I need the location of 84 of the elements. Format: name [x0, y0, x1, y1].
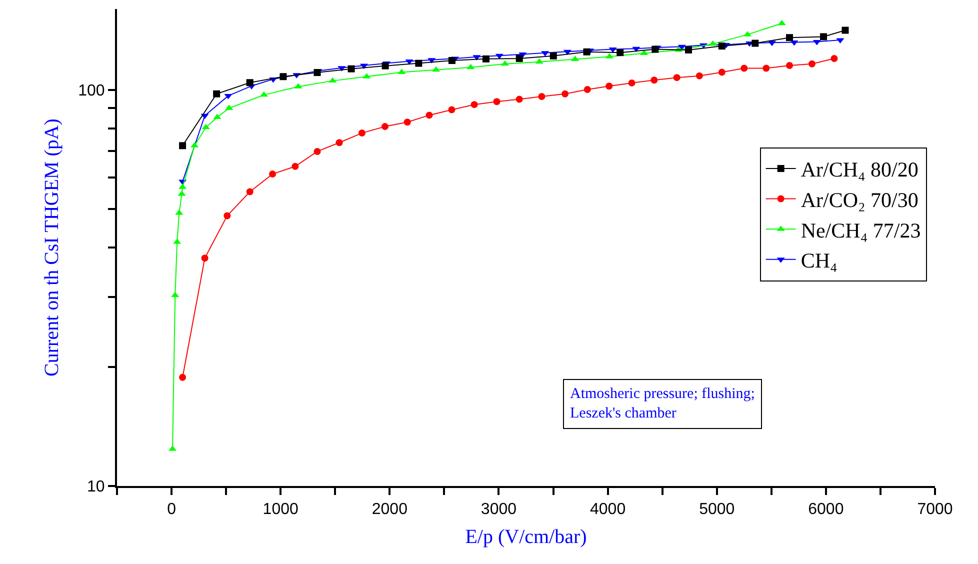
point: [382, 62, 389, 70]
point: [246, 188, 254, 196]
point: [538, 93, 546, 100]
x-axis-title: E/p (V/cm/bar): [465, 526, 587, 548]
point: [171, 292, 180, 298]
point: [448, 57, 456, 64]
point: [696, 72, 703, 80]
point: [426, 112, 433, 119]
point: [842, 26, 849, 34]
point: [470, 101, 478, 108]
point: [652, 46, 659, 53]
point: [786, 34, 794, 42]
point: [752, 40, 759, 47]
point: [550, 52, 557, 60]
point: [213, 90, 220, 98]
point: [405, 59, 414, 65]
point: [178, 190, 186, 196]
point: [812, 40, 821, 46]
point: [685, 46, 692, 54]
point: [328, 77, 337, 83]
point: [640, 50, 648, 56]
y-axis-title: Current on th CsI THGEM (pA): [41, 118, 64, 376]
y-tick-label: 100: [78, 82, 105, 100]
x-tick-label: 1000: [262, 501, 298, 518]
point: [535, 58, 544, 64]
point: [562, 90, 569, 98]
point: [836, 38, 844, 44]
point: [606, 82, 613, 90]
annotation: Atmosheric pressure; flushing; Leszek's chamber: [570, 386, 755, 422]
point: [348, 65, 355, 72]
point: [280, 73, 287, 80]
point: [820, 33, 828, 40]
point: [202, 124, 210, 130]
point: [466, 64, 475, 70]
point: [179, 374, 186, 381]
point: [175, 209, 184, 215]
x-tick-label: 5000: [699, 501, 735, 518]
point: [708, 40, 717, 46]
legend-label: Ar/CO₂ 70/30: [800, 188, 918, 212]
point: [516, 54, 523, 62]
point: [740, 64, 748, 72]
x-tick-label: 6000: [808, 501, 844, 518]
point: [718, 42, 726, 50]
point: [516, 96, 523, 103]
y-tick-label: 10: [87, 478, 105, 496]
x-tick-label: 7000: [917, 501, 953, 518]
point: [650, 76, 658, 84]
x-tick-label: 0: [167, 501, 176, 518]
point: [628, 79, 636, 86]
point: [448, 106, 456, 114]
legend-label: CH₄: [800, 248, 838, 273]
point: [404, 118, 411, 126]
point: [224, 212, 231, 220]
point: [415, 60, 422, 67]
point: [336, 139, 343, 146]
point: [246, 79, 254, 86]
point: [718, 68, 726, 76]
point: [179, 142, 186, 150]
point: [495, 54, 504, 60]
point: [790, 40, 798, 46]
legend-label: Ne/CH₄ 77/23: [800, 218, 921, 242]
point: [786, 62, 794, 70]
point: [260, 91, 268, 97]
point: [482, 55, 490, 62]
point: [830, 54, 838, 62]
x-tick-label: 4000: [590, 501, 626, 518]
point: [778, 20, 786, 26]
point: [808, 60, 816, 68]
point: [358, 130, 366, 137]
point: [381, 123, 388, 130]
point: [673, 74, 680, 82]
legend-label: Ar/CH₄ 80/20: [800, 158, 918, 182]
x-tick-label: 3000: [480, 501, 517, 518]
point: [584, 86, 591, 94]
point: [314, 148, 321, 155]
point: [269, 170, 276, 178]
point: [201, 254, 208, 262]
point: [501, 60, 510, 66]
point: [493, 98, 500, 106]
point: [762, 64, 770, 72]
point: [583, 48, 590, 56]
point: [292, 162, 299, 170]
point: [616, 49, 624, 56]
x-tick-label: 2000: [372, 501, 408, 518]
